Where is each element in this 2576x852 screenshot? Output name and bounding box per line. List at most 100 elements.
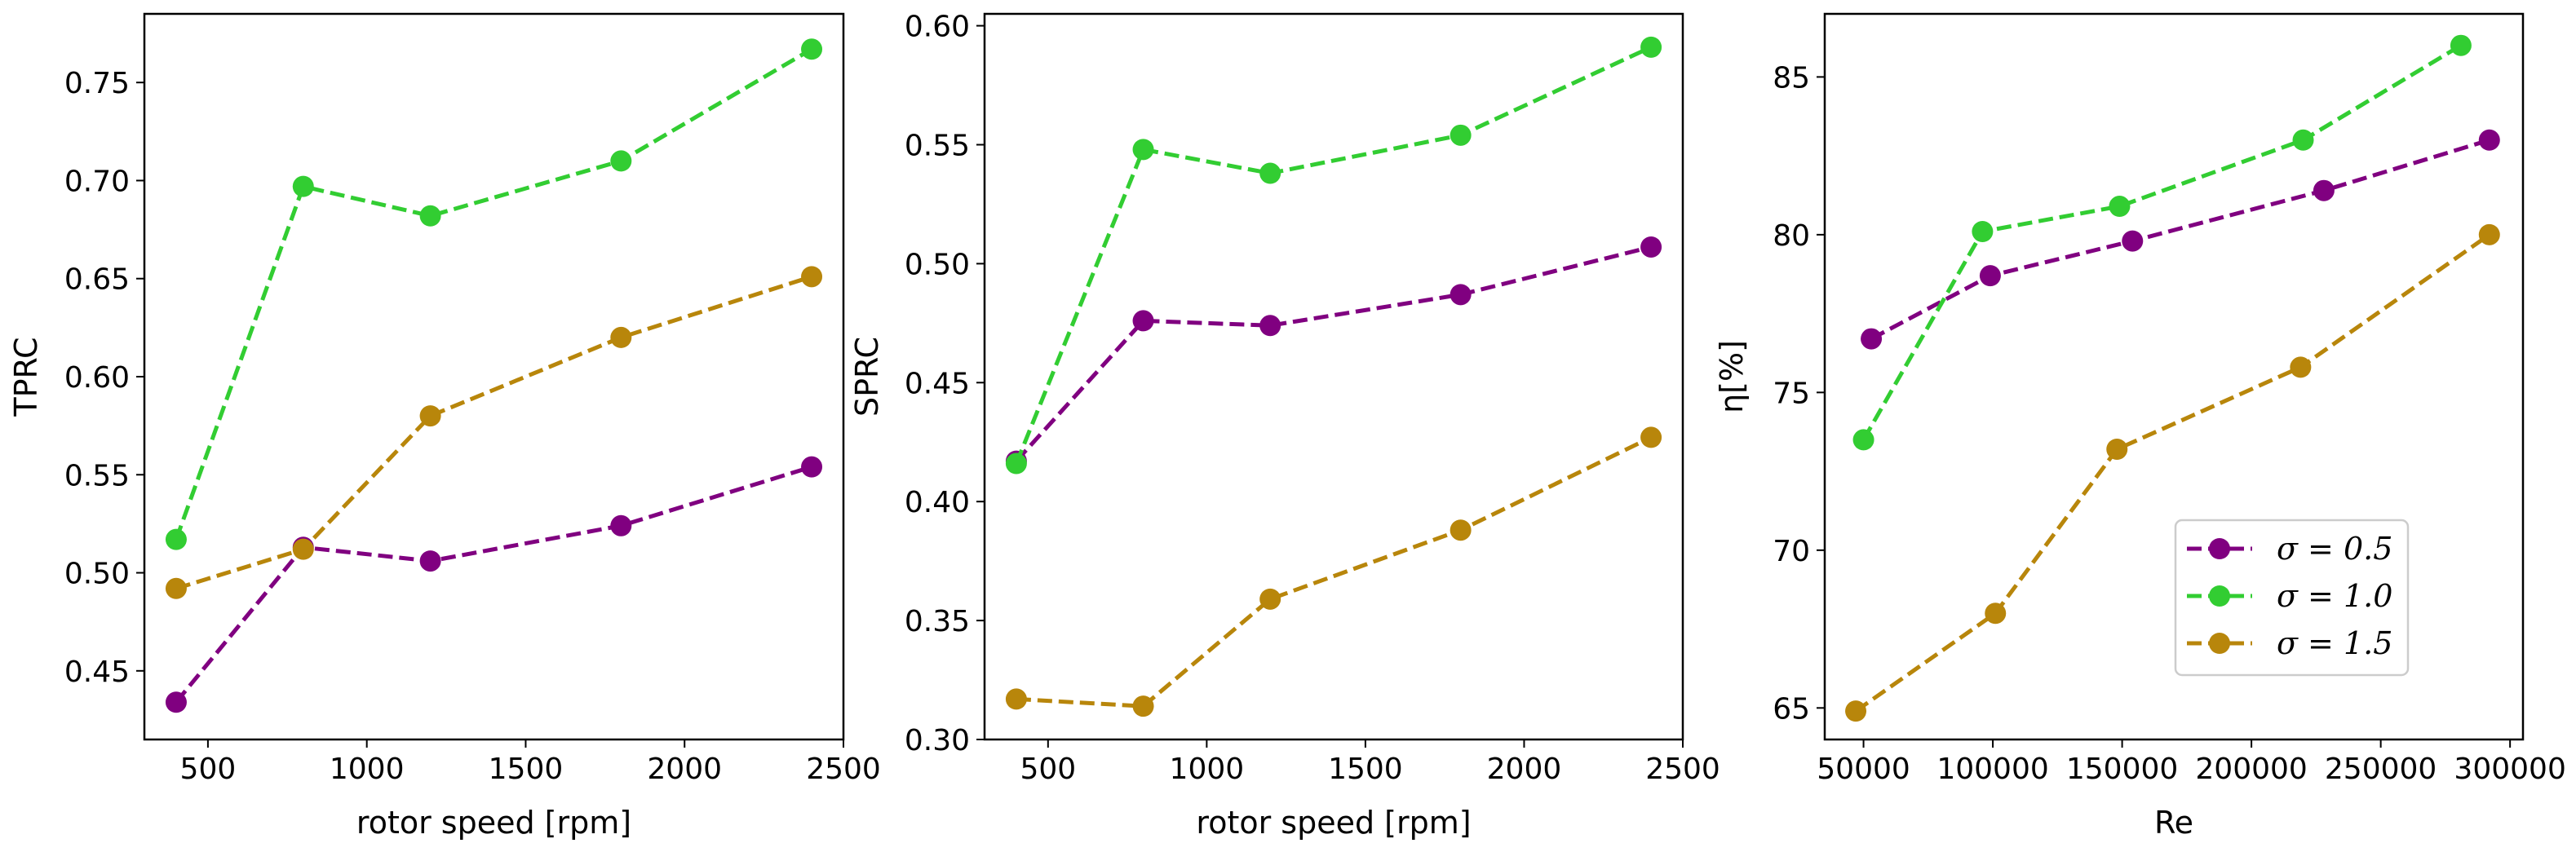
data-point (2106, 439, 2128, 460)
x-tick-label: 2500 (1645, 753, 1720, 786)
data-point (1450, 519, 1472, 541)
data-point (1132, 139, 1154, 161)
legend-marker (2209, 633, 2230, 654)
data-point (610, 514, 632, 536)
y-tick-label: 0.40 (905, 486, 970, 519)
data-point (165, 528, 187, 550)
y-axis-label: TPRC (8, 337, 44, 417)
data-point (419, 550, 441, 572)
x-tick-label: 1000 (1170, 753, 1245, 786)
data-point (1132, 695, 1154, 717)
data-point (801, 38, 823, 60)
y-tick-label: 0.45 (64, 656, 130, 689)
axes-frame (983, 12, 1684, 741)
y-tick-label: 65 (1773, 692, 1810, 726)
x-tick-label: 100000 (1936, 753, 2048, 786)
legend-marker (2209, 585, 2230, 607)
data-point (165, 691, 187, 713)
data-point (419, 405, 441, 427)
data-point (2290, 356, 2312, 378)
y-tick-label: 0.30 (905, 724, 970, 757)
y-tick-label: 0.50 (905, 248, 970, 281)
data-point (1845, 700, 1867, 722)
data-point (1852, 429, 1874, 451)
y-tick-label: 80 (1773, 219, 1810, 253)
x-tick-label: 2500 (806, 753, 881, 786)
y-tick-label: 75 (1773, 377, 1810, 410)
tprc-panel: 500 1000 1500 2000 2500 0.45 0.50 0.55 0.60 0.65 0… (8, 12, 881, 841)
x-tick-label: 1000 (330, 753, 405, 786)
x-tick-label: 200000 (2195, 753, 2307, 786)
y-tick-label: 0.55 (905, 129, 970, 162)
data-point (2478, 223, 2500, 245)
legend-box (2174, 519, 2410, 677)
legend-entry: σ = 0.5 (2187, 531, 2392, 567)
data-point (1259, 315, 1281, 337)
x-axis-label: rotor speed [rpm] (1196, 805, 1471, 841)
y-axis-label: η[%] (1714, 340, 1750, 413)
series-line (174, 47, 813, 541)
data-point (292, 538, 314, 560)
legend-entry: σ = 1.0 (2187, 578, 2392, 614)
sprc-panel: 500 1000 1500 2000 2500 0.30 0.35 0.40 0.45 0.50 0… (849, 11, 1720, 841)
legend-entry: σ = 1.5 (2187, 625, 2392, 661)
y-tick-label: 0.75 (64, 67, 130, 100)
data-point (1640, 236, 1662, 258)
y-tick-label: 0.60 (64, 361, 130, 395)
data-point (2313, 179, 2335, 201)
y-tick-label: 0.50 (64, 558, 130, 591)
axes-frame (1823, 12, 2525, 741)
data-point (1972, 221, 1994, 242)
legend-label: σ = 1.5 (2277, 625, 2392, 661)
data-point (1005, 452, 1027, 475)
x-tick-label: 1500 (1328, 753, 1403, 786)
legend-label: σ = 1.0 (2277, 578, 2392, 614)
data-point (801, 456, 823, 478)
series-line (1870, 138, 2490, 341)
y-tick-label: 0.60 (905, 11, 970, 44)
data-point (1861, 328, 1883, 350)
data-point (610, 326, 632, 348)
x-axis-label: Re (2154, 805, 2193, 841)
y-tick-label: 85 (1773, 61, 1810, 95)
series-line (175, 465, 812, 704)
x-tick-label: 150000 (2066, 753, 2178, 786)
x-tick-label: 2000 (647, 753, 722, 786)
data-point (165, 577, 187, 599)
data-point (2450, 34, 2472, 56)
data-point (1640, 426, 1662, 448)
series-line (1861, 43, 2463, 441)
axes-frame (143, 12, 845, 741)
x-tick-label: 2000 (1487, 753, 1562, 786)
series-line (1015, 245, 1652, 463)
data-point (801, 266, 823, 288)
series-line (1016, 435, 1653, 709)
data-point (2478, 129, 2500, 151)
y-tick-label: 0.35 (905, 605, 970, 638)
efficiency-panel: 50000 100000 150000 200000 250000 300000 65 70 7… (1714, 12, 2566, 841)
x-tick-label: 500 (180, 753, 237, 786)
x-tick-label: 1500 (489, 753, 564, 786)
y-axis-label: SPRC (849, 337, 885, 417)
data-point (1640, 36, 1662, 58)
y-tick-label: 0.70 (64, 165, 130, 198)
data-point (610, 150, 632, 172)
y-tick-label: 0.55 (64, 459, 130, 492)
data-point (1259, 162, 1281, 184)
legend-marker (2209, 538, 2230, 559)
legend-label: σ = 0.5 (2277, 531, 2392, 567)
x-tick-label: 250000 (2325, 753, 2437, 786)
data-point (2292, 129, 2314, 151)
data-point (2122, 230, 2144, 252)
x-axis-label: rotor speed [rpm] (356, 805, 631, 841)
y-tick-label: 0.45 (905, 367, 970, 400)
data-point (2109, 196, 2131, 218)
data-point (1259, 588, 1281, 610)
series-line (1014, 45, 1653, 465)
data-point (1132, 310, 1154, 332)
data-point (1985, 603, 2007, 625)
legend: σ = 0.5 σ = 1.0 σ = 1.5 (2174, 519, 2410, 677)
series-line (175, 274, 812, 591)
data-point (1450, 124, 1472, 146)
